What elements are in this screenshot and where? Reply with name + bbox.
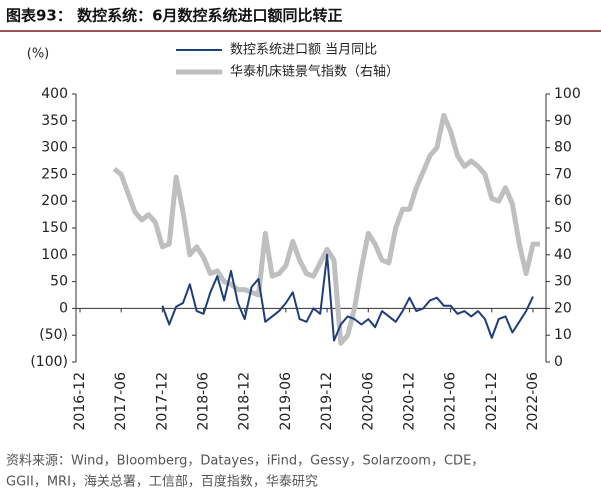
x-tick-label: 2018-06: [196, 372, 212, 431]
series-line: [112, 112, 540, 346]
y-tick-label: 400: [41, 86, 68, 102]
y-tick-label: 300: [41, 140, 68, 156]
y2-tick-label: 30: [554, 274, 572, 290]
legend-label: 数控系统进口额 当月同比: [230, 43, 377, 58]
x-tick-label: 2018-12: [237, 372, 253, 431]
x-tick-label: 2020-06: [360, 372, 376, 431]
chart-title: 图表93： 数控系统：6月数控系统进口额同比转正: [6, 7, 343, 25]
y-tick-label: 50: [50, 274, 68, 290]
y-tick-label: 200: [41, 193, 68, 209]
x-tick-label: 2021-06: [443, 372, 459, 431]
x-tick-label: 2017-12: [154, 372, 170, 431]
y2-tick-label: 100: [554, 86, 581, 102]
y2-tick-label: 20: [554, 300, 572, 316]
y-tick-label: 0: [59, 300, 68, 316]
x-tick-label: 2017-06: [113, 372, 129, 431]
y-tick-label: 250: [41, 166, 68, 182]
y2-tick-label: 60: [554, 193, 572, 209]
y2-tick-label: 10: [554, 327, 572, 343]
x-tick-label: 2019-12: [319, 372, 335, 431]
y-tick-label: 100: [41, 247, 68, 263]
x-tick-label: 2016-12: [72, 372, 88, 431]
y2-tick-label: 0: [554, 354, 563, 370]
y2-tick-label: 80: [554, 140, 572, 156]
y-tick-label: (50): [39, 327, 68, 343]
y-axis-label: (%): [27, 47, 50, 62]
x-tick-label: 2020-12: [401, 372, 417, 431]
y2-tick-label: 40: [554, 247, 572, 263]
y-tick-label: (100): [30, 354, 68, 370]
x-tick-label: 2019-06: [278, 372, 294, 431]
legend-label: 华泰机床链景气指数（右轴）: [230, 64, 399, 80]
y2-tick-label: 50: [554, 220, 572, 236]
y-tick-label: 150: [41, 220, 68, 236]
source: 资料来源：Wind，Bloomberg，Datayes，iFind，Gessy，…: [6, 454, 484, 469]
series-line: [161, 253, 534, 342]
y2-tick-label: 70: [554, 166, 572, 182]
y-tick-label: 350: [41, 113, 68, 129]
x-tick-label: 2022-06: [525, 372, 541, 431]
y2-tick-label: 90: [554, 113, 572, 129]
source: GGII，MRI，海关总署，工信部，百度指数，华泰研究: [6, 474, 318, 490]
x-tick-label: 2021-12: [484, 372, 500, 431]
